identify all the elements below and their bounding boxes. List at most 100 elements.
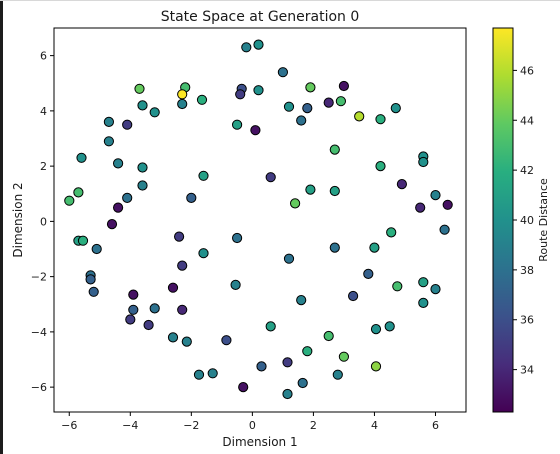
x-tick-label: 4 <box>371 419 378 432</box>
chart-title: State Space at Generation 0 <box>161 9 360 25</box>
x-tick-label: 0 <box>249 419 256 432</box>
colorbar-label: Route Distance <box>537 178 550 262</box>
window-frame-top <box>0 0 560 1</box>
data-point <box>125 314 136 325</box>
data-point <box>193 369 205 380</box>
data-point <box>329 144 340 155</box>
data-point <box>418 277 429 288</box>
colorbar <box>492 27 514 413</box>
data-point <box>230 279 241 290</box>
data-point <box>235 89 246 100</box>
data-point <box>221 335 232 346</box>
data-point <box>137 100 148 111</box>
data-point <box>177 304 188 315</box>
data-point <box>439 224 450 235</box>
colorbar-ticks: 34 36 38 40 42 44 46 <box>513 64 534 377</box>
colorbar-tick-label: 36 <box>520 314 534 327</box>
data-point <box>430 190 441 201</box>
y-tick-label: 0 <box>40 215 47 228</box>
data-point <box>77 235 89 246</box>
data-point <box>363 268 374 279</box>
data-point <box>113 202 124 213</box>
data-point <box>392 281 403 292</box>
data-point <box>177 260 188 271</box>
data-point <box>418 156 429 168</box>
data-point <box>335 96 346 107</box>
data-point <box>384 321 395 332</box>
data-point <box>253 39 264 50</box>
y-tick-label: 2 <box>40 160 47 173</box>
data-point <box>167 332 179 343</box>
x-tick-label: −4 <box>122 419 138 432</box>
colorbar-tick-label: 44 <box>520 114 534 127</box>
y-axis-label: Dimension 2 <box>11 182 25 257</box>
data-point <box>305 82 316 93</box>
data-point <box>265 172 276 183</box>
data-point <box>332 369 343 380</box>
data-point <box>113 158 124 169</box>
data-point <box>338 351 349 362</box>
window-frame-edge <box>0 0 3 454</box>
data-point <box>369 242 380 253</box>
data-point <box>177 89 188 100</box>
data-point <box>106 219 118 230</box>
data-point <box>167 282 179 293</box>
data-point <box>250 125 261 136</box>
data-point <box>290 198 301 209</box>
x-tick-label: −2 <box>183 419 199 432</box>
data-point <box>323 330 334 342</box>
data-point <box>238 382 249 393</box>
data-point <box>302 103 313 114</box>
data-point <box>232 232 243 244</box>
data-point <box>396 179 407 190</box>
data-point <box>91 243 102 255</box>
colorbar-tick-label: 34 <box>520 364 534 377</box>
data-point <box>296 115 307 126</box>
data-point <box>370 324 382 335</box>
x-tick-label: 2 <box>310 419 317 432</box>
data-point <box>174 231 185 242</box>
data-point <box>297 377 308 389</box>
data-point <box>103 136 115 147</box>
data-point <box>76 152 87 163</box>
data-point <box>149 303 160 314</box>
data-point <box>283 253 295 264</box>
data-point <box>442 199 453 210</box>
data-point <box>386 227 397 238</box>
colorbar-tick-label: 46 <box>520 64 534 77</box>
data-point <box>338 80 349 92</box>
data-point <box>207 368 218 379</box>
data-point <box>122 119 133 130</box>
data-point <box>122 192 133 203</box>
data-point <box>354 111 365 122</box>
data-point <box>149 107 160 118</box>
data-point <box>186 192 197 203</box>
data-point <box>282 357 293 368</box>
data-point <box>418 297 429 308</box>
data-point <box>198 170 209 181</box>
data-point <box>143 319 154 331</box>
data-point <box>282 388 293 400</box>
data-point <box>329 185 340 197</box>
data-point <box>375 114 386 125</box>
data-point <box>241 42 252 53</box>
data-point <box>85 274 96 285</box>
x-axis-ticks: −6 −4 −2 0 2 4 6 <box>61 412 439 432</box>
data-point <box>128 289 139 300</box>
colorbar-tick-label: 40 <box>520 214 534 227</box>
data-point <box>256 361 267 372</box>
data-point <box>137 180 148 191</box>
x-tick-label: −6 <box>61 419 77 432</box>
data-point <box>370 361 382 372</box>
data-point <box>137 162 148 173</box>
data-point <box>430 284 441 295</box>
data-point <box>323 97 334 108</box>
data-point <box>302 346 313 357</box>
data-point <box>390 103 401 114</box>
x-axis-label: Dimension 1 <box>222 435 297 449</box>
data-points <box>64 39 453 400</box>
data-point <box>177 98 188 110</box>
data-point <box>128 304 139 315</box>
data-point <box>305 184 316 195</box>
